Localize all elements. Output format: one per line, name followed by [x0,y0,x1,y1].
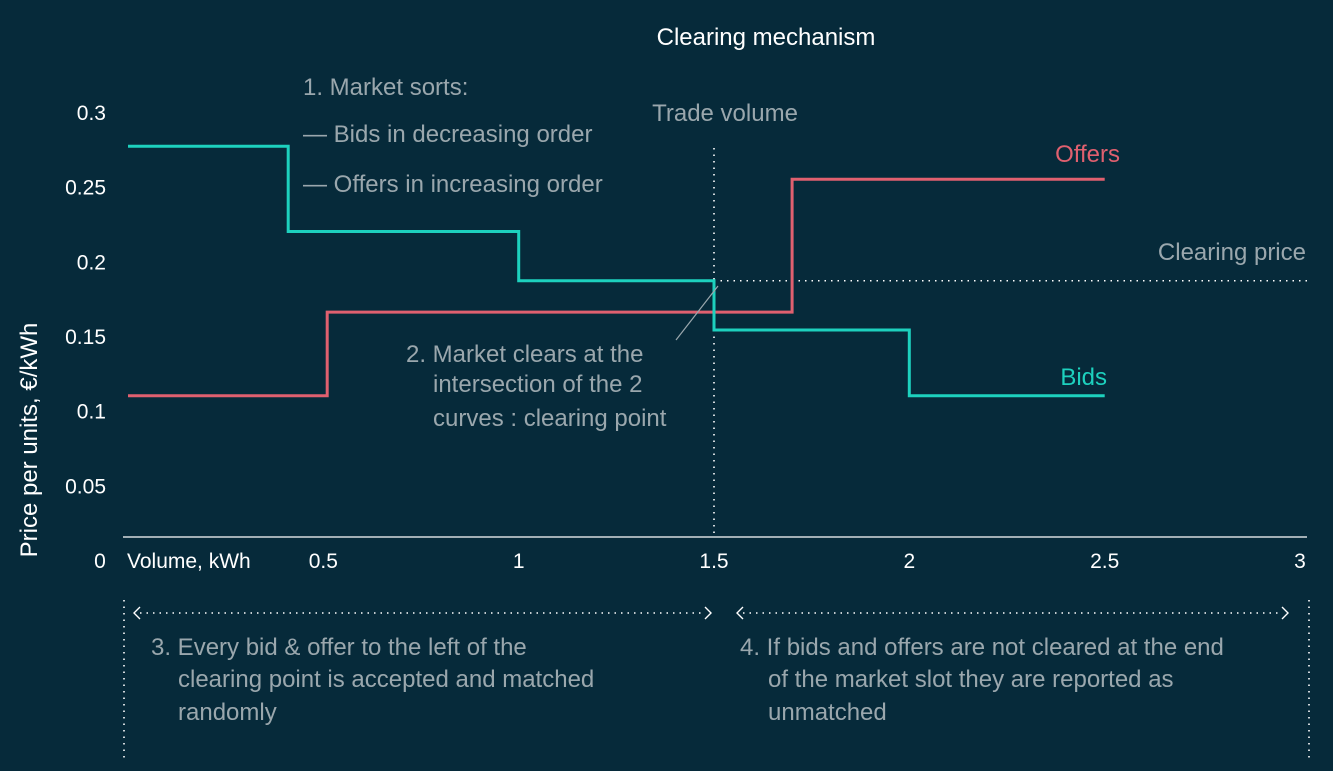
y-tick-label: 0.05 [65,475,106,498]
right-annotation-line-3: unmatched [768,699,887,726]
offers-legend-label: Offers [1055,141,1120,168]
left-range-bracket [123,600,712,760]
x-axis-label: Volume, kWh [127,550,251,573]
clear-annotation-line-3: curves : clearing point [433,405,667,432]
right-range-bracket [736,600,1310,760]
x-tick-labels: 0.5 1 1.5 2 2.5 3 [309,550,1306,573]
left-annotation-line-1: 3. Every bid & offer to the left of the [151,634,527,661]
y-tick-labels: 0.05 0.1 0.15 0.2 0.25 0.3 [65,102,106,498]
y-tick-label: 0.15 [65,326,106,349]
clearing-point-pointer [675,285,719,341]
offers-series-line [128,177,1105,398]
x-tick-label: 2.5 [1090,550,1119,573]
y-tick-label: 0.1 [77,401,106,424]
y-tick-label: 0.25 [65,177,106,200]
bids-legend-label: Bids [1060,364,1107,391]
y-tick-label: 0.2 [77,251,106,274]
left-annotation-line-2: clearing point is accepted and matched [178,666,594,693]
left-annotation-line-3: randomly [178,699,277,726]
x-tick-label: 0.5 [309,550,338,573]
clear-annotation-line-2: intersection of the 2 [433,371,642,398]
right-annotation-line-2: of the market slot they are reported as [768,666,1174,693]
right-annotation-line-1: 4. If bids and offers are not cleared at… [740,634,1224,661]
origin-tick-label: 0 [94,550,106,573]
bids-series-line [128,144,1105,398]
sort-annotation-line-1: 1. Market sorts: [303,74,468,101]
x-tick-label: 1 [513,550,525,573]
sort-annotation-line-3: — Offers in increasing order [303,171,603,198]
x-tick-label: 3 [1294,550,1306,573]
clear-annotation-line-1: 2. Market clears at the [406,341,643,368]
trade-volume-label: Trade volume [652,100,798,127]
x-tick-label: 2 [903,550,915,573]
y-axis-label: Price per units, €/kWh [16,323,43,558]
x-tick-label: 1.5 [699,550,728,573]
y-tick-label: 0.3 [77,102,106,125]
sort-annotation-line-2: — Bids in decreasing order [303,121,592,148]
chart-title: Clearing mechanism [657,24,876,51]
clearing-price-label: Clearing price [1158,239,1306,266]
